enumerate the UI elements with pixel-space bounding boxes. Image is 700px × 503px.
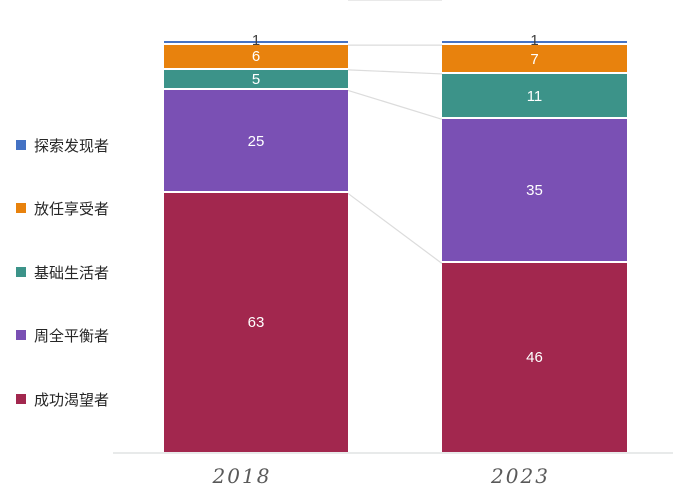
- legend-item-balancers: 周全平衡者: [16, 325, 109, 345]
- legend-label: 成功渴望者: [34, 392, 110, 409]
- x-axis-label-2023: 2023: [491, 464, 550, 488]
- bar-segment-2023-s1: [442, 45, 627, 74]
- value-label: 1: [251, 32, 261, 49]
- legend-label: 探索发现者: [34, 138, 110, 155]
- legend-item-indulgers: 放任享受者: [16, 198, 109, 218]
- x-axis-line: [113, 452, 673, 454]
- connector-line-s4: [347, 192, 443, 264]
- legend-label: 周全平衡者: [34, 328, 110, 345]
- value-label: 46: [526, 349, 543, 367]
- x-axis-label-2018: 2018: [212, 464, 272, 488]
- legend-swatch-blue: [16, 140, 26, 150]
- bar-segment-2018-s3: [164, 90, 348, 194]
- value-label: 1: [530, 32, 539, 49]
- connector-line-s3: [347, 89, 443, 120]
- legend-swatch-crimson: [16, 394, 26, 404]
- value-label: 7: [530, 50, 539, 68]
- bar-segment-2023-s2: [442, 73, 627, 120]
- legend-label: 放任享受者: [34, 201, 110, 218]
- bar-segment-2018-s2: [164, 69, 348, 91]
- legend-swatch-purple: [16, 330, 26, 340]
- bar-segment-2018-s0: [164, 41, 348, 46]
- legend-label: 基础生活者: [34, 265, 110, 282]
- connector-line-s2: [347, 69, 443, 75]
- legend-item-success-seekers: 成功渴望者: [16, 389, 109, 409]
- bar-segment-2023-s4: [442, 263, 627, 453]
- bar-segment-2018-s1: [164, 45, 348, 70]
- legend-swatch-teal: [16, 267, 26, 277]
- bar-segment-2018-s4: [164, 193, 348, 453]
- bar-segment-2023-s3: [442, 119, 627, 264]
- value-label: 25: [247, 132, 265, 150]
- legend-swatch-orange: [16, 203, 26, 213]
- value-label: 35: [526, 182, 543, 200]
- value-label: 6: [251, 48, 261, 66]
- value-label: 11: [526, 87, 543, 105]
- legend-item-explorers: 探索发现者: [16, 135, 109, 155]
- bar-segment-2023-s0: [442, 41, 627, 46]
- value-label: 5: [251, 71, 261, 89]
- value-label: 63: [247, 314, 265, 332]
- legend-item-basic-livers: 基础生活者: [16, 262, 109, 282]
